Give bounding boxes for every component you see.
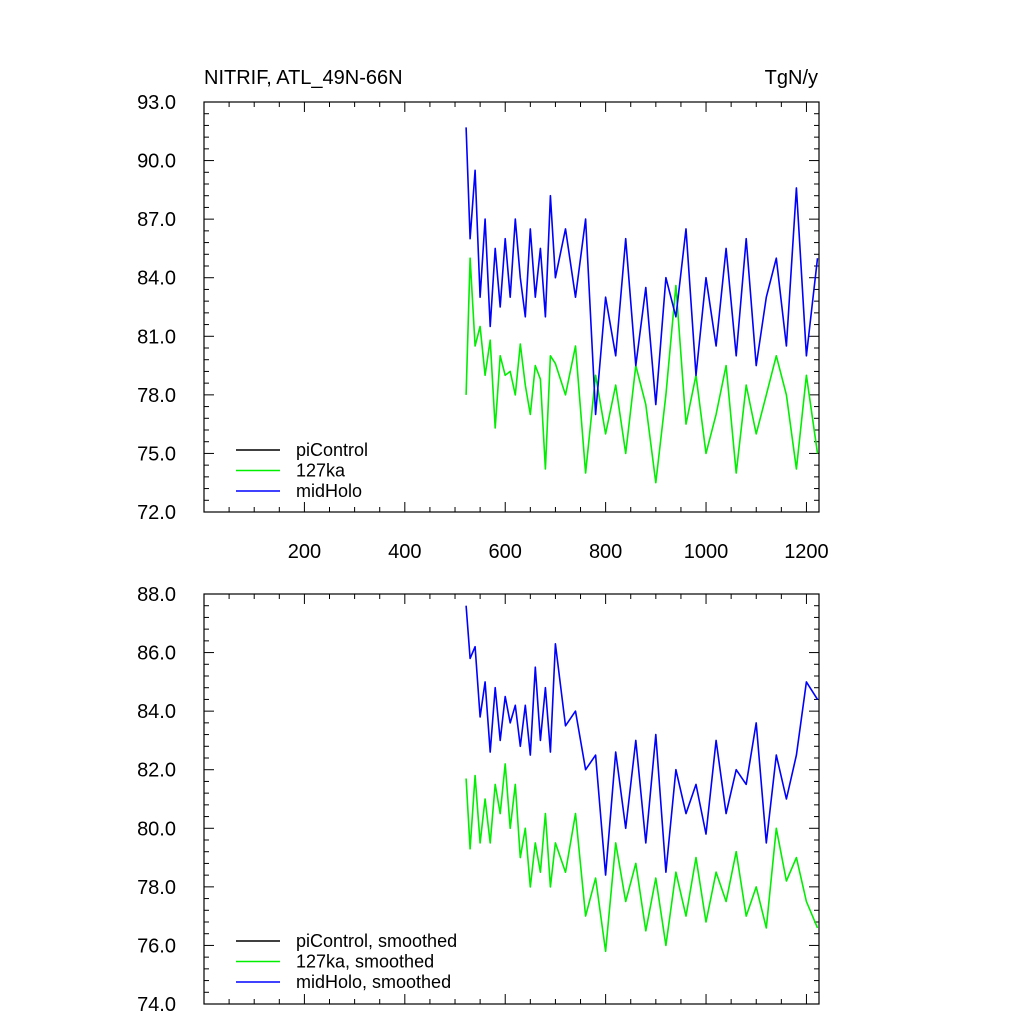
y-tick-label: 81.0 bbox=[137, 326, 176, 348]
top-plot-lines bbox=[465, 127, 819, 484]
bottom-panel: 74.0 76.0 78.0 80.0 82.0 84.0 86.0 88.0 piContr… bbox=[137, 584, 820, 1016]
y-tick-label: 82.0 bbox=[137, 760, 176, 782]
y-tick-label: 78.0 bbox=[137, 385, 176, 407]
top-x-ticks: 200 400 600 800 1000 1200 bbox=[228, 102, 829, 563]
series-line-1 bbox=[465, 763, 819, 953]
y-tick-label: 87.0 bbox=[137, 209, 176, 231]
legend-label: 127ka bbox=[296, 461, 346, 481]
top-panel: NITRIF, ATL_49N-66N TgN/y 200 400 600 800 10… bbox=[137, 67, 829, 563]
legend-label: 127ka, smoothed bbox=[296, 952, 434, 972]
y-tick-label: 80.0 bbox=[137, 818, 176, 840]
y-tick-label: 84.0 bbox=[137, 268, 176, 290]
legend-label: piControl, smoothed bbox=[296, 931, 457, 951]
y-tick-label: 86.0 bbox=[137, 643, 176, 665]
x-tick-label: 1200 bbox=[784, 541, 829, 563]
legend-label: midHolo bbox=[296, 481, 362, 501]
y-tick-label: 72.0 bbox=[137, 502, 176, 524]
units-label: TgN/y bbox=[765, 67, 818, 89]
bottom-x-ticks bbox=[228, 594, 807, 1004]
y-tick-label: 88.0 bbox=[137, 584, 176, 606]
legend-label: midHolo, smoothed bbox=[296, 972, 451, 992]
y-tick-label: 78.0 bbox=[137, 877, 176, 899]
bottom-plot-frame bbox=[203, 593, 820, 1005]
top-plot-frame bbox=[203, 101, 820, 513]
x-tick-label: 800 bbox=[589, 541, 622, 563]
top-y-ticks: 72.0 75.0 78.0 81.0 84.0 87.0 90.0 93.0 bbox=[137, 92, 819, 524]
chart-title: NITRIF, ATL_49N-66N bbox=[204, 67, 403, 89]
series-line-2 bbox=[465, 605, 819, 876]
y-tick-label: 74.0 bbox=[137, 994, 176, 1016]
y-tick-label: 76.0 bbox=[137, 935, 176, 957]
legend-label: piControl bbox=[296, 440, 368, 460]
series-line-2 bbox=[465, 127, 819, 416]
x-tick-label: 600 bbox=[489, 541, 522, 563]
y-tick-label: 93.0 bbox=[137, 92, 176, 114]
bottom-plot-lines bbox=[465, 605, 819, 953]
y-tick-label: 75.0 bbox=[137, 443, 176, 465]
y-tick-label: 84.0 bbox=[137, 701, 176, 723]
x-tick-label: 1000 bbox=[684, 541, 729, 563]
y-tick-label: 90.0 bbox=[137, 151, 176, 173]
x-tick-label: 200 bbox=[288, 541, 321, 563]
series-line-1 bbox=[465, 257, 819, 484]
x-tick-label: 400 bbox=[388, 541, 421, 563]
